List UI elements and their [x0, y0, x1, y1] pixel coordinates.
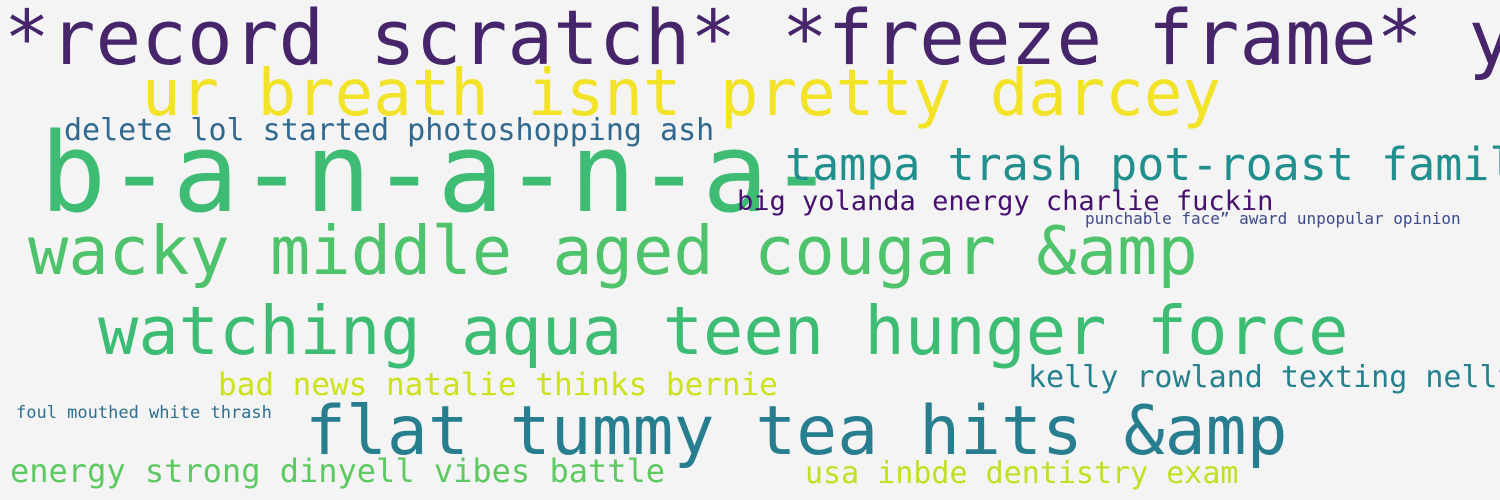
cloud-word: tampa trash pot-roast family	[785, 138, 1500, 191]
cloud-word: b-a-n-a-n-a-	[40, 109, 835, 237]
cloud-word: delete lol started photoshopping ash	[64, 113, 715, 148]
cloud-word: ur breath isnt pretty darcey	[142, 57, 1221, 131]
cloud-word: bad news natalie thinks bernie	[218, 367, 778, 403]
cloud-word: watching aqua teen hunger force	[98, 292, 1349, 370]
cloud-word: punchable face” award unpopular opinion	[1085, 209, 1461, 228]
cloud-word: *record scratch* *freeze frame* yup	[4, 0, 1500, 82]
cloud-word: kelly rowland texting nelly	[1028, 360, 1500, 395]
cloud-word: energy strong dinyell vibes battle	[10, 452, 666, 490]
cloud-word: big yolanda energy charlie fuckin	[737, 186, 1274, 217]
cloud-word: flat tummy tea hits &amp	[305, 392, 1288, 471]
cloud-word: wacky middle aged cougar &amp	[28, 212, 1198, 290]
cloud-word: foul mouthed white thrash	[16, 403, 272, 423]
cloud-word: usa inbde dentistry exam	[805, 456, 1239, 491]
